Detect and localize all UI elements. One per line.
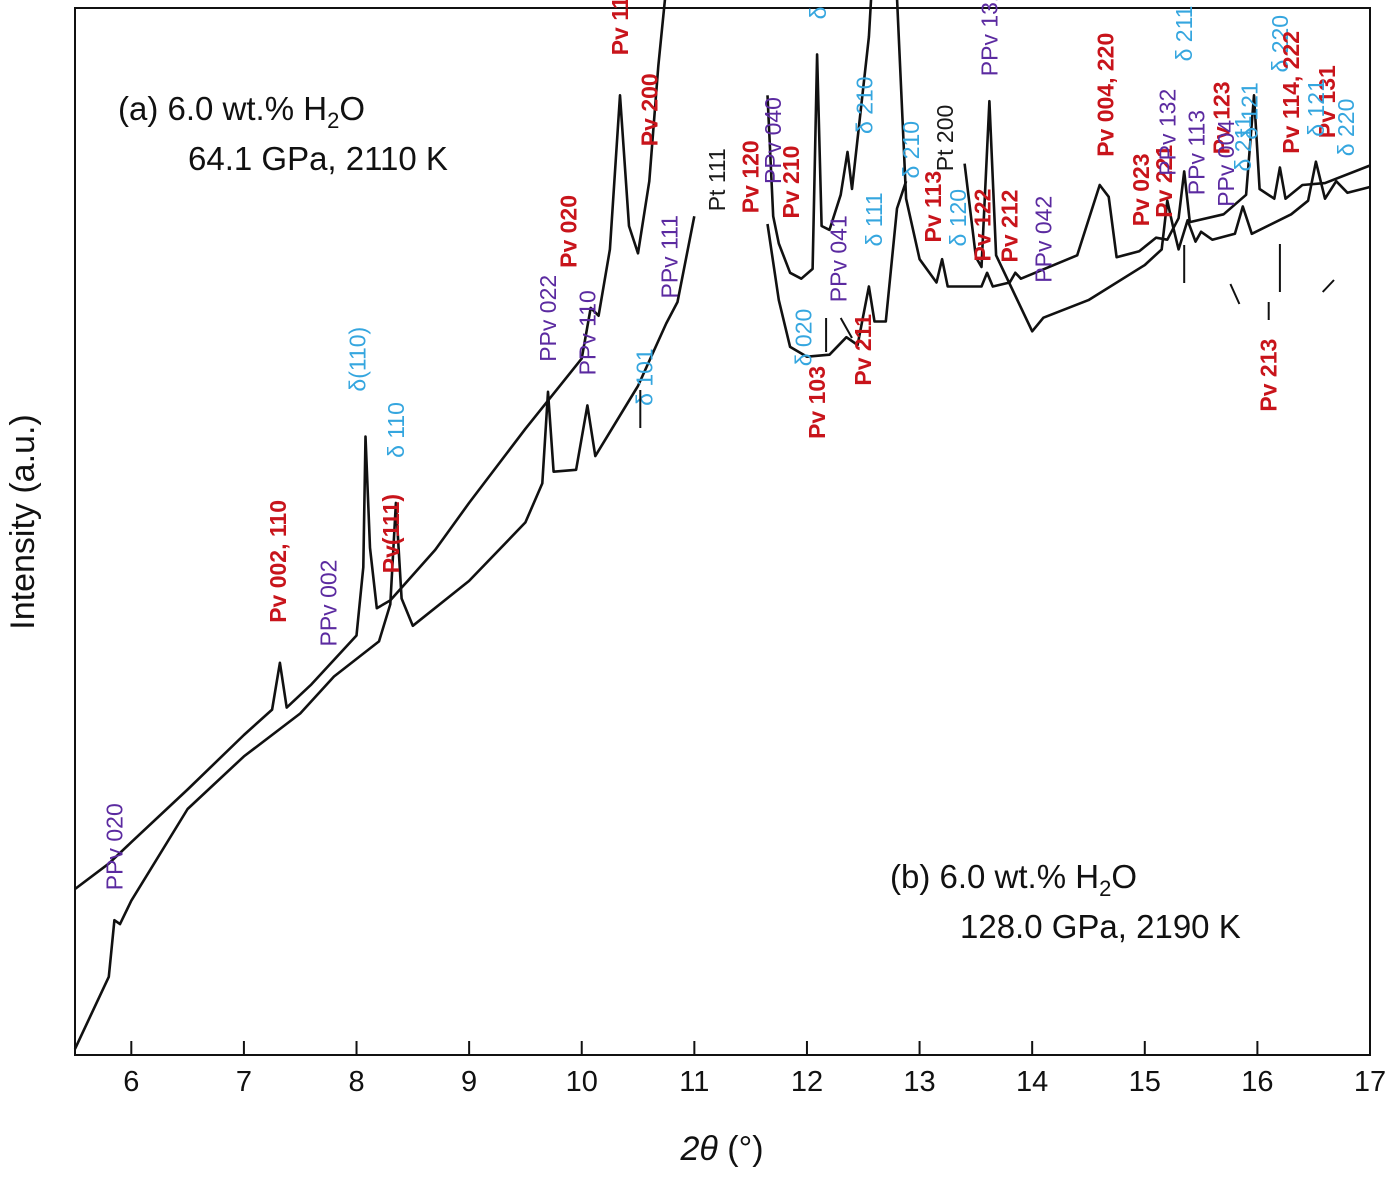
peak-label: δ 120 [945, 189, 971, 247]
panel-b-note: (b) 6.0 wt.% H2O 128.0 GPa, 2190 K [890, 858, 1241, 945]
peak-leader-line [839, 317, 853, 339]
panel-notes: (a) 6.0 wt.% H2O 64.1 GPa, 2110 K (b) 6.0 … [118, 90, 1241, 945]
peak-label: δ 210 [851, 76, 877, 134]
peak-label: PPv 041 [826, 215, 852, 302]
peak-label: Pv 004, 220 [1092, 33, 1118, 157]
peak-label: PPv 004 [1213, 120, 1239, 207]
x-tick-label: 14 [1016, 1066, 1048, 1098]
x-axis-ticks: 6 7 8 9 10 11 12 13 14 15 16 17 [123, 1041, 1386, 1098]
x-axis-title: 2θ (°) [679, 1130, 763, 1168]
peak-label: Pv 123 [1208, 81, 1234, 154]
x-tick-label: 16 [1241, 1066, 1273, 1098]
peak-label: Pv 210 [778, 146, 804, 219]
trace-a-segment-1 [74, 0, 667, 891]
peak-label: δ 211 [1230, 116, 1256, 172]
peak-label: PPv 113 [1183, 110, 1209, 195]
x-tick-label: 7 [236, 1066, 252, 1098]
peak-label: PPv 110 [574, 290, 600, 375]
peak-label: Pv 103 [804, 366, 830, 439]
peak-label: PPv 020 [101, 803, 127, 890]
peak-label: Pv 120 [738, 140, 764, 213]
x-tick-label: 9 [461, 1066, 477, 1098]
peak-label: PPv 131 [976, 0, 1002, 76]
peak-label: Pv 002, 110 [265, 500, 291, 623]
peak-label: PPv 002 [315, 560, 341, 647]
peak-leader-line [1321, 279, 1335, 293]
peak-label: Pt 111 [704, 148, 730, 211]
peak-label: Pv 212 [997, 190, 1023, 263]
x-tick-label: 10 [566, 1066, 598, 1098]
peak-label: δ 020 [791, 309, 817, 367]
peak-label: δ 101 [631, 348, 657, 406]
peak-leader-line [1229, 283, 1241, 305]
peak-label: δ 211 [1171, 6, 1197, 62]
trace-group [73, 0, 1371, 1050]
peak-label: δ(110) [345, 327, 371, 392]
peak-label: PPv 042 [1030, 196, 1056, 283]
trace-a-segment-3 [895, 0, 1371, 288]
peak-label: Pv 113 [920, 171, 946, 243]
peak-label: PPv 132 [1154, 89, 1180, 176]
peak-label: δ 111 [861, 192, 887, 246]
peak-label: Pv(111) [378, 494, 404, 573]
panel-a-note: (a) 6.0 wt.% H2O 64.1 GPa, 2110 K [118, 90, 448, 177]
x-tick-label: 15 [1129, 1066, 1161, 1098]
peak-label: Pv 221 [1151, 145, 1177, 218]
peak-label: Pv 114, 222 [1278, 31, 1304, 154]
x-tick-label: 11 [679, 1066, 709, 1098]
peak-label: Pv 023 [1128, 153, 1154, 226]
peak-label: Pv 122 [970, 189, 996, 262]
x-tick-label: 8 [348, 1066, 364, 1098]
peak-label: δ 210 [898, 121, 924, 179]
peak-label: PPv 111 [657, 215, 683, 299]
peak-label: Pv 211 [850, 314, 876, 386]
x-tick-label: 12 [791, 1066, 823, 1098]
peak-label: PPv 040 [760, 97, 786, 184]
x-tick-label: 6 [123, 1066, 139, 1098]
trace-b-segment-1 [73, 216, 696, 1050]
peak-label: δ 111 [805, 0, 831, 19]
peak-label: Pt 200 [932, 105, 958, 172]
peak-label: Pv 020 [556, 195, 582, 268]
peak-label: δ 121 [1303, 79, 1329, 137]
x-tick-label: 13 [903, 1066, 935, 1098]
peak-label-group: Pv 002, 110 δ(110) Pv(111) Pv 020 δ 101 Pv 11… [101, 0, 1359, 890]
trace-b-segment-3 [963, 99, 1371, 333]
trace-a-segment-2 [766, 0, 873, 280]
peak-label: PPv 022 [535, 275, 561, 362]
x-tick-label: 17 [1354, 1066, 1386, 1098]
peak-label: Pv 200 [636, 73, 662, 146]
peak-label: δ 121 [1237, 82, 1263, 140]
y-axis-title: Intensity (a.u.) [4, 414, 42, 629]
peak-label: δ 220 [1267, 15, 1293, 73]
peak-label: Pv 112 [607, 0, 633, 55]
peak-label: δ 220 [1333, 99, 1359, 157]
trace-b-segment-2 [766, 180, 908, 358]
peak-label: Pv 213 [1256, 339, 1282, 412]
peak-label: Pv 131 [1314, 65, 1340, 138]
peak-label: δ 110 [383, 402, 409, 458]
plot-frame [74, 7, 1371, 1056]
